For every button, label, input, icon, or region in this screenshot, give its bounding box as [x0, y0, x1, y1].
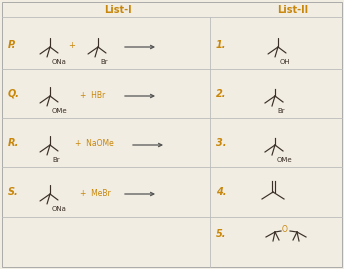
Text: 3.: 3. — [216, 138, 226, 148]
Text: 4.: 4. — [216, 187, 226, 197]
Text: ONa: ONa — [52, 206, 67, 212]
Text: OH: OH — [280, 59, 291, 65]
Text: +: + — [68, 41, 75, 51]
Text: List-I: List-I — [104, 5, 132, 15]
Text: 5.: 5. — [216, 229, 226, 239]
Text: +  HBr: + HBr — [80, 90, 105, 100]
Text: Q.: Q. — [8, 89, 20, 99]
Text: OMe: OMe — [52, 108, 68, 114]
Text: +  NaOMe: + NaOMe — [75, 140, 114, 148]
Text: P.: P. — [8, 40, 17, 50]
FancyBboxPatch shape — [2, 2, 342, 267]
Text: O: O — [282, 225, 288, 235]
Text: +  MeBr: + MeBr — [80, 189, 111, 197]
Text: Br: Br — [277, 108, 284, 114]
Text: Br: Br — [52, 157, 60, 163]
Text: List-II: List-II — [278, 5, 309, 15]
Text: S.: S. — [8, 187, 19, 197]
Text: 2.: 2. — [216, 89, 226, 99]
Text: 1.: 1. — [216, 40, 226, 50]
Text: R.: R. — [8, 138, 19, 148]
Text: ONa: ONa — [52, 59, 67, 65]
Text: Br: Br — [100, 59, 108, 65]
Text: OMe: OMe — [277, 157, 293, 163]
